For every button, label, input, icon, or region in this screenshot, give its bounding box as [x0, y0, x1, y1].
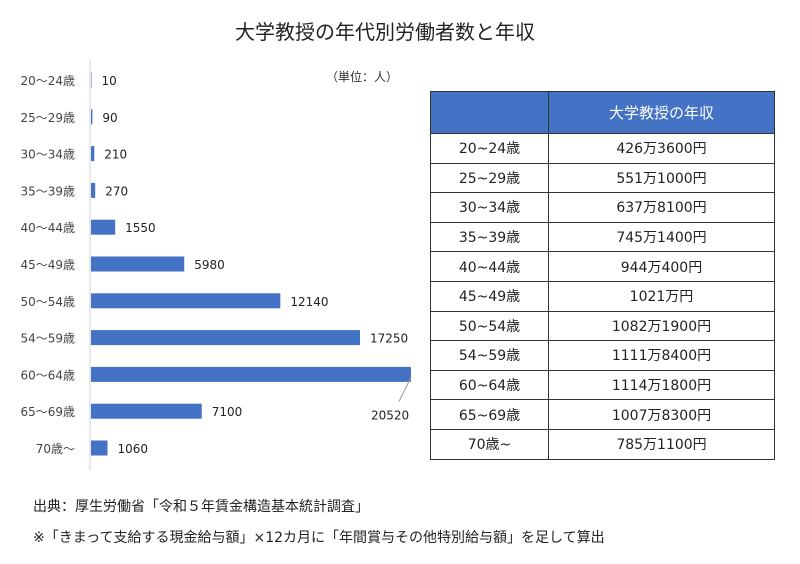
salary-cell: 1007万8300円 [548, 399, 775, 430]
salary-cell: 785万1100円 [548, 428, 775, 460]
unit-label: （単位：人） [326, 70, 399, 84]
age-cell: 30~34歳 [430, 192, 549, 223]
salary-cell: 1114万1800円 [548, 369, 775, 401]
leader-line [398, 377, 412, 402]
category-label: 70歳〜 [36, 442, 75, 456]
table-row: 65~69歳 1007万8300円 [430, 399, 775, 430]
data-label: 10 [102, 74, 117, 88]
data-label: 210 [104, 148, 127, 162]
age-cell: 50~54歳 [430, 310, 549, 342]
category-label: 20〜24歳 [20, 74, 75, 88]
table-header-empty [430, 91, 549, 134]
data-label: 5980 [194, 258, 225, 272]
bar [91, 219, 116, 235]
bar [91, 109, 93, 125]
age-cell: 54~59歳 [430, 340, 549, 371]
data-label: 1060 [118, 442, 149, 456]
bar [91, 72, 92, 88]
age-cell: 70歳~ [430, 428, 549, 460]
table-row: 20~24歳 426万3600円 [430, 133, 775, 164]
method-note: ※「きまって支給する現金給与額」×12カ月に「年間賞与その他特別給与額」を足して… [33, 530, 605, 546]
category-label: 65〜69歳 [20, 405, 75, 419]
table-row: 54~59歳 1111万8400円 [430, 340, 775, 371]
category-label: 60〜64歳 [20, 368, 75, 382]
salary-cell: 551万1000円 [548, 162, 775, 194]
table-row: 70歳~ 785万1100円 [430, 428, 775, 460]
bar [91, 182, 96, 198]
salary-table: 大学教授の年収 20~24歳 426万3600円 25~29歳 551万1000円 30… [430, 91, 775, 460]
salary-cell: 426万3600円 [548, 133, 775, 164]
age-cell: 40~44歳 [430, 251, 549, 282]
category-label: 54〜59歳 [20, 332, 75, 346]
age-cell: 20~24歳 [430, 133, 549, 164]
category-label: 45〜49歳 [20, 258, 75, 272]
table-row: 25~29歳 551万1000円 [430, 162, 775, 194]
bar [91, 330, 361, 346]
bar [91, 293, 281, 309]
age-cell: 25~29歳 [430, 162, 549, 194]
bar [91, 256, 185, 272]
salary-cell: 1082万1900円 [548, 310, 775, 342]
table-row: 35~39歳 745万1400円 [430, 221, 775, 253]
source-note: 出典：厚生労働省「令和５年賃金構造基本統計調査」 [33, 499, 369, 515]
age-cell: 45~49歳 [430, 280, 549, 312]
category-label: 25〜29歳 [20, 111, 75, 125]
salary-cell: 944万400円 [548, 251, 775, 282]
data-label: 7100 [212, 405, 243, 419]
table-row: 50~54歳 1082万1900円 [430, 310, 775, 342]
bar-chart: 20〜24歳 10 25〜29歳 90 30〜34歳 210 35〜39歳 270 40〜44歳… [20, 60, 412, 470]
table-row: 30~34歳 637万8100円 [430, 192, 775, 223]
bar [91, 403, 202, 419]
bar [91, 366, 411, 382]
table-row: 45~49歳 1021万円 [430, 280, 775, 312]
salary-cell: 637万8100円 [548, 192, 775, 223]
data-label: 90 [102, 111, 117, 125]
data-label: 1550 [125, 221, 156, 235]
data-label: 12140 [290, 295, 328, 309]
bar [91, 146, 95, 162]
data-label: 270 [105, 184, 128, 198]
category-label: 50〜54歳 [20, 295, 75, 309]
age-cell: 65~69歳 [430, 399, 549, 430]
salary-cell: 1111万8400円 [548, 340, 775, 371]
age-cell: 35~39歳 [430, 221, 549, 253]
chart-title: 大学教授の年代別労働者数と年収 [235, 20, 535, 44]
category-label: 40〜44歳 [20, 221, 75, 235]
data-label: 17250 [370, 332, 408, 346]
age-cell: 60~64歳 [430, 369, 549, 401]
table-row: 60~64歳 1114万1800円 [430, 369, 775, 401]
salary-cell: 1021万円 [548, 280, 775, 312]
category-label: 30〜34歳 [20, 148, 75, 162]
table-header-salary: 大学教授の年収 [548, 91, 775, 134]
data-label: 20520 [371, 408, 409, 422]
bar [91, 440, 108, 456]
category-label: 35〜39歳 [20, 184, 75, 198]
salary-cell: 745万1400円 [548, 221, 775, 253]
table-row: 40~44歳 944万400円 [430, 251, 775, 282]
